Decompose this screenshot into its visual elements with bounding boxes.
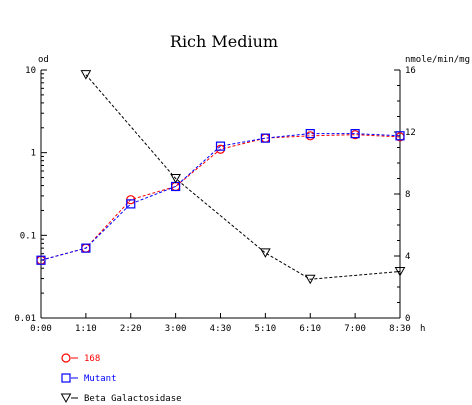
x-tick-label: 0:00	[30, 324, 52, 334]
x-tick-label: 6:10	[299, 324, 321, 334]
chart-title: Rich Medium	[170, 32, 278, 51]
x-tick-label: 7:00	[344, 324, 366, 334]
x-unit-label: h	[420, 324, 425, 334]
data-point-beta-galactosidase	[304, 274, 316, 285]
right-axis-label: nmole/min/mg	[405, 55, 470, 65]
legend-marker-mutant	[61, 373, 71, 383]
x-tick-label: 4:30	[210, 324, 232, 334]
right-tick-label: 12	[405, 128, 416, 138]
left-tick-label: 10	[25, 66, 36, 76]
plot-markers	[36, 70, 406, 285]
legend-label-168: 168	[84, 354, 100, 364]
data-point-beta-galactosidase	[260, 248, 271, 258]
right-tick-label: 8	[405, 190, 410, 200]
right-tick-label: 16	[405, 66, 416, 76]
legend-marker-168	[61, 353, 71, 363]
left-tick-label: 0.1	[20, 231, 36, 241]
data-point-mutant	[215, 141, 226, 151]
left-tick-label: 0.01	[14, 314, 36, 324]
axes: 10 1 0.1 0.01 16 12 8 4 0 0:00 1:10 2:20 3:00 4:30 5:1…	[14, 66, 425, 334]
data-point-mutant	[81, 243, 91, 253]
series-line-beta-galactosidase	[85, 74, 401, 280]
data-point-mutant	[350, 129, 360, 139]
legend: 168 Mutant Beta Galactosidase	[60, 353, 182, 404]
right-tick-label: 4	[405, 252, 410, 262]
data-point-beta-galactosidase	[394, 267, 406, 277]
x-tick-label: 1:10	[75, 324, 97, 334]
data-point-mutant	[305, 129, 315, 139]
data-point-mutant	[36, 255, 46, 265]
left-axis-label: od	[38, 55, 49, 65]
data-point-mutant	[260, 133, 270, 143]
data-point-beta-galactosidase	[170, 174, 181, 184]
right-tick-label: 0	[405, 314, 410, 324]
series-line-mutant	[40, 133, 401, 261]
plot-lines	[40, 74, 401, 280]
x-tick-label: 5:10	[255, 324, 277, 334]
data-point-mutant	[126, 199, 136, 209]
x-tick-label: 3:00	[165, 324, 187, 334]
legend-label-mutant: Mutant	[84, 374, 117, 384]
series-line-168	[40, 134, 401, 261]
data-point-mutant	[395, 131, 405, 141]
left-tick-label: 1	[31, 149, 36, 159]
legend-marker-beta-galactosidase	[60, 393, 72, 404]
data-point-beta-galactosidase	[80, 70, 92, 80]
legend-label-beta-galactosidase: Beta Galactosidase	[84, 394, 182, 404]
x-tick-label: 2:20	[120, 324, 142, 334]
x-tick-label: 8:30	[389, 324, 411, 334]
